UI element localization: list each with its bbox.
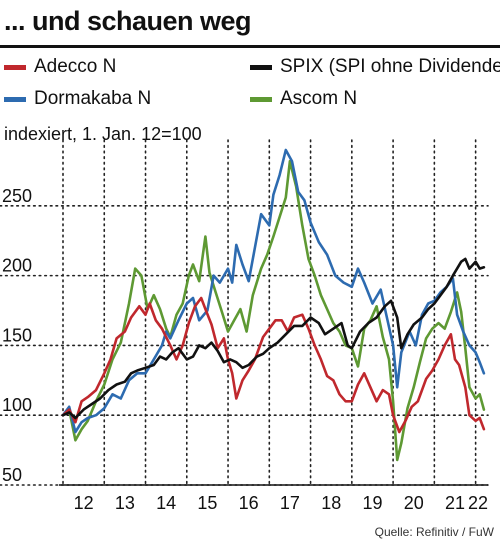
y-tick-label-100: 100 <box>2 395 32 415</box>
x-tick-label-19: 19 <box>362 493 382 513</box>
legend-item-dormakaba: Dormakaba N <box>4 88 151 110</box>
x-tick-label-22: 22 <box>468 493 488 513</box>
legend-swatch-adecco <box>4 64 26 70</box>
legend-label-spix: SPIX (SPI ohne Dividende) <box>280 56 500 77</box>
chart-title: ... und schauen weg <box>4 6 252 36</box>
source-note: Quelle: Refinitiv / FuW <box>374 525 494 539</box>
legend-swatch-dormakaba <box>4 96 26 102</box>
legend-label-dormakaba: Dormakaba N <box>34 88 152 109</box>
title-rule <box>0 45 500 48</box>
series-line-ascom <box>61 159 486 462</box>
series-line-spix <box>61 257 486 420</box>
series-line-adecco <box>61 296 486 434</box>
x-tick-label-14: 14 <box>156 493 176 513</box>
x-tick-label-12: 12 <box>74 493 94 513</box>
series-line-dormakaba <box>61 148 486 434</box>
x-tick-label-21: 21 <box>445 493 465 513</box>
y-tick-label-200: 200 <box>2 256 32 276</box>
y-tick-label-150: 150 <box>2 325 32 345</box>
legend-swatch-spix <box>250 64 272 70</box>
x-tick-label-15: 15 <box>197 493 217 513</box>
x-tick-label-13: 13 <box>115 493 135 513</box>
chart-subtitle: indexiert, 1. Jan. 12=100 <box>4 124 202 144</box>
legend-label-ascom: Ascom N <box>280 88 358 109</box>
x-tick-label-16: 16 <box>239 493 259 513</box>
legend-swatch-ascom <box>250 96 272 102</box>
legend-item-spix: SPIX (SPI ohne Dividende) <box>250 56 500 78</box>
x-tick-label-18: 18 <box>321 493 341 513</box>
legend-label-adecco: Adecco N <box>34 56 117 77</box>
y-tick-label-50: 50 <box>2 465 22 485</box>
legend-item-adecco: Adecco N <box>4 56 116 78</box>
x-tick-label-17: 17 <box>280 493 300 513</box>
y-tick-label-250: 250 <box>2 186 32 206</box>
legend-item-ascom: Ascom N <box>250 88 357 110</box>
x-tick-label-20: 20 <box>404 493 424 513</box>
